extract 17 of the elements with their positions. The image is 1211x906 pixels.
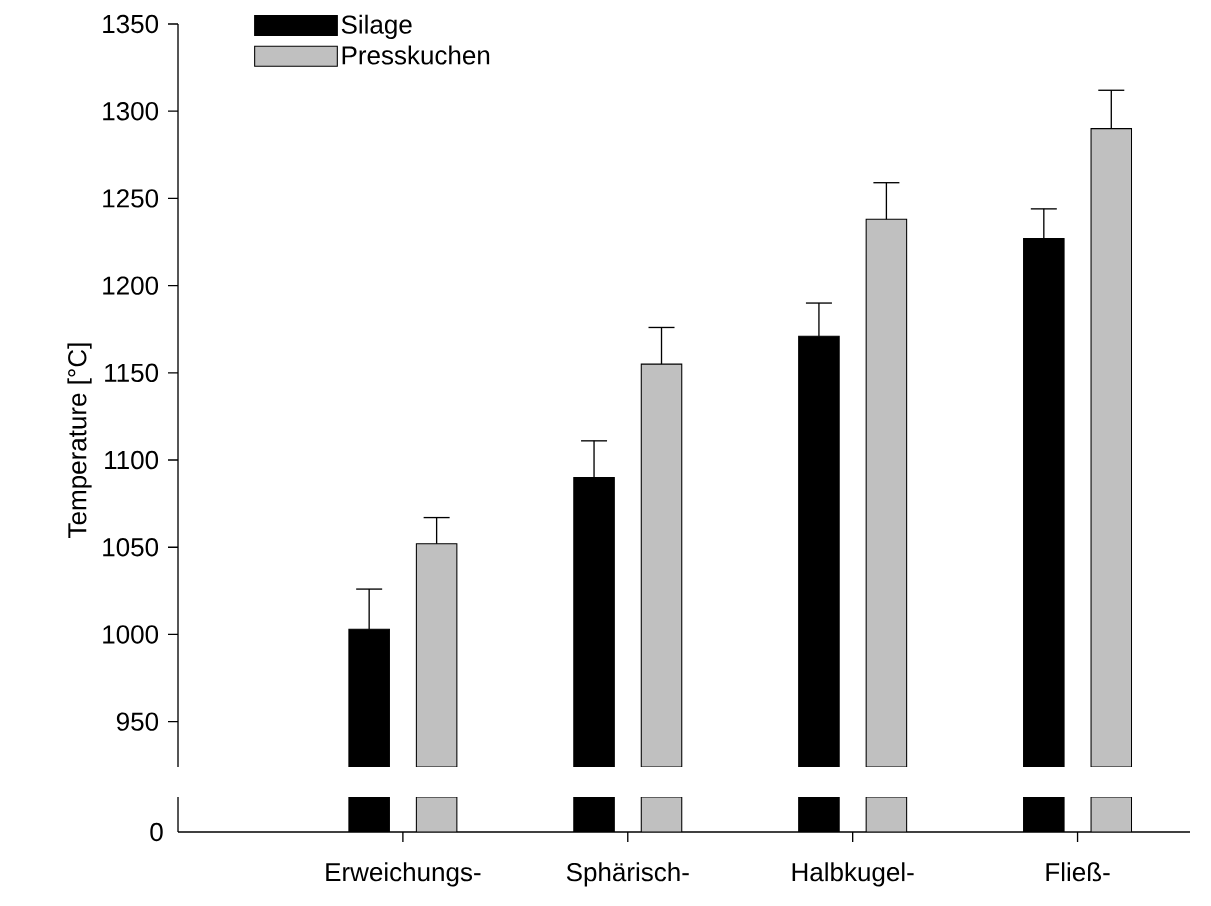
- y-tick-label: 1100: [105, 450, 159, 470]
- x-tick-label: Erweichungs-: [326, 862, 481, 887]
- y-tick-label: 1250: [103, 189, 159, 208]
- y-tick-label: 950: [116, 712, 159, 731]
- y-axis-title: Temperature [°C]: [67, 343, 92, 538]
- y-tick-label: 1150: [105, 363, 159, 383]
- y-tick-label: 1200: [103, 276, 159, 295]
- y-tick-label: 1300: [103, 102, 159, 121]
- y-tick-label: 1000: [103, 625, 159, 644]
- text: 0: [150, 822, 163, 842]
- y-tick-label: 1350: [103, 14, 159, 34]
- y-tick-label: 1050: [103, 538, 159, 557]
- x-tick-label: Sphärisch-: [566, 862, 689, 887]
- legend-label: Presskuchen: [342, 45, 490, 65]
- x-tick-label: Halbkugel-: [792, 862, 914, 887]
- legend-label: Silage: [341, 14, 412, 39]
- x-tick-label: Fließ-: [1046, 862, 1110, 882]
